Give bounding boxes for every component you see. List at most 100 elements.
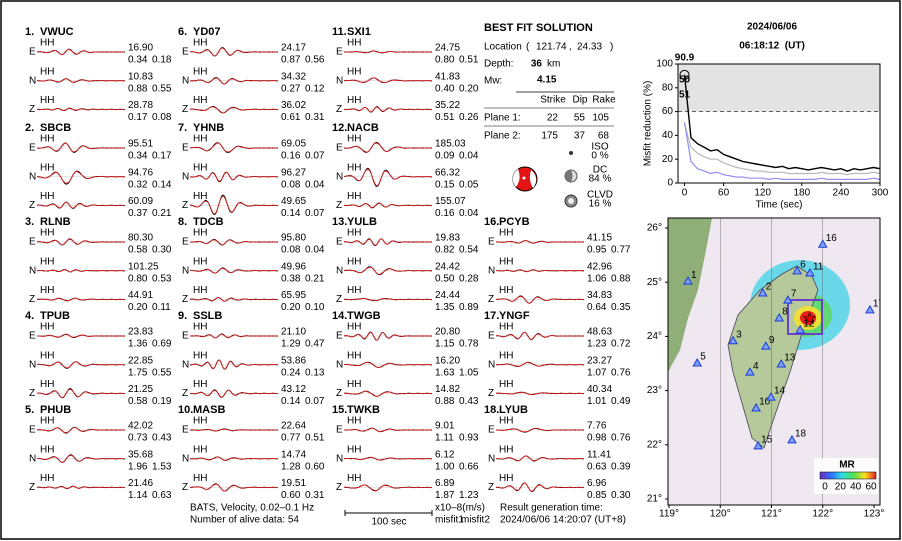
- misfit2: 0.30: [611, 490, 631, 501]
- component: N: [488, 359, 495, 370]
- amplitude: 7.76: [587, 421, 607, 432]
- location-lon: 121.74: [536, 42, 567, 53]
- misfit1: 1.35: [435, 302, 455, 313]
- station-marker: [757, 288, 768, 297]
- component: N: [29, 453, 36, 464]
- misfit1: 1.29: [281, 339, 301, 350]
- amplitude: 42.02: [128, 421, 153, 432]
- component: Z: [182, 294, 188, 305]
- misfit2: 0.76: [611, 433, 631, 444]
- instrument: HH: [40, 350, 54, 361]
- instrument: HH: [347, 95, 361, 106]
- station-number: 4.: [25, 310, 34, 322]
- station-marker: [761, 341, 771, 350]
- component: N: [29, 75, 36, 86]
- component: Z: [29, 482, 35, 493]
- amplitude: 96.27: [281, 167, 306, 178]
- misfit1: 0.09: [435, 151, 455, 162]
- waveform-synthetic: [189, 359, 278, 370]
- instrument: HH: [347, 66, 361, 77]
- component: E: [488, 425, 495, 436]
- component: Z: [336, 104, 342, 115]
- lat-tick-label: 25°: [647, 277, 662, 288]
- misfit2: 0.04: [305, 245, 325, 256]
- misfit1: 0.50: [435, 273, 455, 284]
- station-code: TWGB: [347, 310, 381, 322]
- component: Z: [29, 294, 35, 305]
- waveform-synthetic: [36, 297, 125, 302]
- station-marker: [728, 335, 738, 345]
- station-marker: [792, 265, 802, 275]
- misfit1: 0.87: [281, 55, 301, 66]
- misfit2: 0.54: [459, 245, 479, 256]
- component: N: [29, 171, 36, 182]
- waveform-synthetic: [495, 455, 584, 461]
- instrument: HH: [193, 379, 207, 390]
- instrument: HH: [193, 473, 207, 484]
- misfit1: 0.80: [128, 273, 148, 284]
- plane-value: 55: [574, 113, 586, 124]
- misfit2: 0.43: [459, 396, 479, 407]
- misfit-line: [683, 123, 881, 176]
- station-label: 7: [791, 289, 797, 300]
- component-percent: 16 %: [589, 199, 612, 210]
- component: E: [336, 237, 343, 248]
- misfit1: 0.14: [281, 396, 301, 407]
- station-number: 15.: [332, 404, 347, 416]
- misfit1: 1.07: [587, 367, 607, 378]
- misfit1: 0.61: [281, 112, 301, 123]
- misfit2: 0.11: [152, 302, 171, 313]
- misfit1: 1.36: [128, 339, 148, 350]
- component: N: [336, 171, 343, 182]
- misfit1: 0.88: [128, 83, 148, 94]
- component: Z: [182, 482, 188, 493]
- instrument: HH: [193, 191, 207, 202]
- instrument: HH: [347, 162, 361, 173]
- plot-frame: [677, 63, 881, 184]
- component: N: [336, 453, 343, 464]
- x-tick-label: 300: [872, 188, 889, 199]
- amplitude: 95.51: [128, 139, 153, 150]
- component: E: [336, 425, 343, 436]
- amplitude: 22.85: [128, 355, 153, 366]
- amplitude: 16.20: [435, 355, 460, 366]
- amplitude: 6.96: [587, 478, 607, 489]
- misfit2: 0.28: [459, 273, 479, 284]
- amplitude: 23.27: [587, 355, 612, 366]
- station-marker: [774, 312, 785, 322]
- station-marker: [805, 267, 815, 277]
- iso-icon: [569, 151, 573, 155]
- amplitude: 60.09: [128, 196, 153, 207]
- station-marker: [795, 324, 806, 334]
- component: Z: [488, 482, 494, 493]
- amplitude: 10.83: [128, 71, 153, 82]
- waveform-synthetic: [343, 168, 432, 187]
- misfit1: 0.82: [435, 245, 455, 256]
- misfit2: 0.51: [305, 433, 325, 444]
- instrument: HH: [193, 66, 207, 77]
- amplitude: 66.32: [435, 167, 460, 178]
- station-number: 18.: [484, 404, 499, 416]
- instrument: HH: [193, 416, 207, 427]
- station-marker: [776, 359, 787, 368]
- station-number: 10.: [178, 404, 193, 416]
- amplitude: 19.83: [435, 233, 460, 244]
- waveform-synthetic: [189, 483, 278, 492]
- component: Z: [182, 200, 188, 211]
- station-code: YNGF: [499, 310, 530, 322]
- amplitude: 34.83: [587, 290, 612, 301]
- waveform-synthetic: [189, 333, 278, 339]
- station-marker: [865, 304, 875, 314]
- amplitude: 101.25: [128, 261, 159, 272]
- component: Z: [29, 388, 35, 399]
- depth-unit: km: [547, 59, 560, 70]
- instrument: HH: [347, 379, 361, 390]
- misfit1: 0.88: [435, 396, 455, 407]
- table-header: Strike: [540, 95, 566, 106]
- date: 2024/06/06: [747, 22, 797, 33]
- component: N: [488, 265, 495, 276]
- component: Z: [182, 104, 188, 115]
- taiwan: [727, 265, 819, 449]
- component: Z: [336, 294, 342, 305]
